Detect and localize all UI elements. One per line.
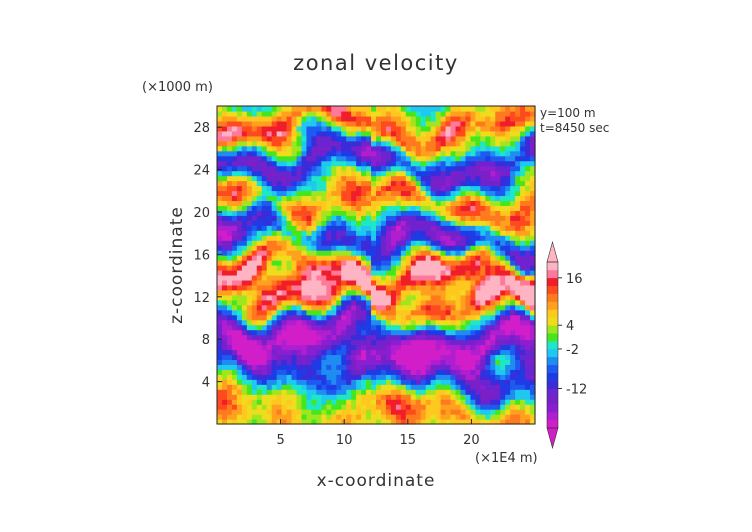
colorbar-swatch xyxy=(547,317,558,326)
colorbar-swatch xyxy=(547,348,558,358)
colorbar-max-arrow xyxy=(546,240,559,263)
colorbar-swatch xyxy=(547,285,558,294)
y-tick-label: 20 xyxy=(193,206,210,221)
colorbar-swatch xyxy=(547,269,558,279)
colorbar-swatch xyxy=(547,404,558,413)
y-tick-label: 24 xyxy=(193,164,210,179)
x-axis: 5 10 15 20 xyxy=(276,419,480,448)
annotation-t: t=8450 sec xyxy=(540,121,609,135)
colorbar-swatch xyxy=(547,325,558,334)
colorbar-swatch xyxy=(547,301,558,310)
colorbar-swatch xyxy=(547,356,558,366)
y-tick-label: 8 xyxy=(202,333,210,348)
colorbar-swatch xyxy=(547,364,558,373)
colorbar-min-arrow xyxy=(546,427,559,450)
colorbar-swatch xyxy=(547,380,558,389)
y-units-label: (×1000 m) xyxy=(142,80,213,95)
y-tick-label: 4 xyxy=(202,376,210,391)
x-tick-label: 15 xyxy=(400,433,417,448)
velocity-field xyxy=(217,106,536,425)
colorbar-swatch xyxy=(547,333,558,342)
colorbar-swatch xyxy=(547,388,558,397)
y-axis: 4 8 12 16 20 24 28 xyxy=(193,121,222,391)
x-tick-label: 20 xyxy=(463,433,480,448)
x-tick-label: 10 xyxy=(336,433,353,448)
plot-frame xyxy=(216,105,536,425)
x-tick-label: 5 xyxy=(276,433,284,448)
colorbar-swatch xyxy=(547,396,558,405)
chart-title: zonal velocity xyxy=(293,51,459,75)
colorbar-tick-label: -2 xyxy=(566,343,579,358)
colorbar-swatch xyxy=(547,293,558,302)
x-axis-label: x-coordinate xyxy=(317,471,436,491)
x-units-label: (×1E4 m) xyxy=(475,451,538,466)
colorbar-swatch xyxy=(547,341,558,350)
annotation-y: y=100 m xyxy=(540,106,596,120)
colorbar-swatch xyxy=(547,262,558,271)
colorbar-tick-label: 4 xyxy=(566,319,574,334)
y-tick-label: 12 xyxy=(193,291,210,306)
colorbar-swatch xyxy=(547,309,558,318)
y-tick-label: 16 xyxy=(193,248,210,263)
colorbar: 16 4 -2 -12 xyxy=(546,240,587,450)
colorbar-tick-label: -12 xyxy=(566,382,587,397)
y-axis-label: z-coordinate xyxy=(167,206,187,324)
colorbar-tick-label: 16 xyxy=(566,272,583,287)
colorbar-swatch xyxy=(547,412,558,421)
colorbar-swatch xyxy=(547,420,558,429)
y-tick-label: 28 xyxy=(193,121,210,136)
colorbar-swatch xyxy=(547,277,558,287)
colorbar-swatch xyxy=(547,372,558,381)
